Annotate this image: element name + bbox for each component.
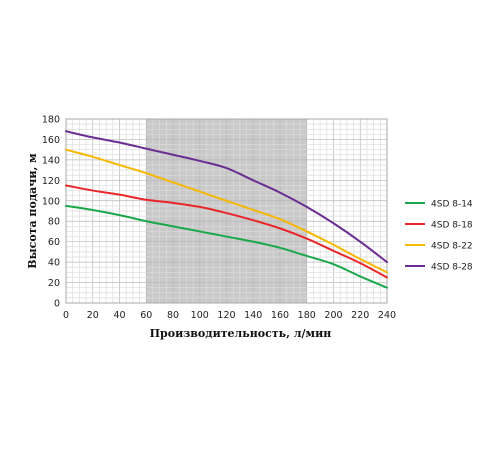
- x-tick-label: 0: [63, 310, 69, 321]
- x-tick-label: 120: [217, 310, 235, 321]
- x-tick-label: 100: [191, 310, 209, 321]
- x-tick-label: 180: [298, 310, 316, 321]
- series-line-4sd-8-22: [65, 148, 388, 274]
- y-tick-label: 120: [42, 176, 60, 187]
- x-tick-label: 20: [87, 310, 99, 321]
- plot-frame: [65, 118, 388, 304]
- y-tick-label: 80: [48, 217, 60, 228]
- x-tick-label: 40: [113, 310, 125, 321]
- legend-label: 4SD 8-14: [431, 200, 473, 210]
- series-line-4sd-8-28: [65, 130, 388, 264]
- series-line-4sd-8-14: [65, 204, 388, 289]
- y-tick-label: 20: [48, 278, 60, 289]
- y-tick-label: 180: [42, 115, 60, 126]
- x-tick-label: 220: [351, 310, 369, 321]
- y-tick-label: 100: [42, 196, 60, 207]
- x-axis-ticks: 0 20 40 60 80 100 120 140 160 180 200 220 240: [63, 310, 396, 321]
- y-tick-label: 60: [48, 237, 60, 248]
- x-tick-label: 160: [271, 310, 289, 321]
- y-axis-ticks: 0 20 40 60 80 100 120 140 160 180: [42, 115, 60, 310]
- x-tick-label: 60: [140, 310, 152, 321]
- x-tick-label: 140: [244, 310, 262, 321]
- series-lines: [65, 130, 388, 289]
- x-tick-label: 240: [378, 310, 396, 321]
- legend-label: 4SD 8-28: [431, 263, 473, 273]
- legend: 4SD 8-14 4SD 8-18 4SD 8-22 4SD 8-28: [405, 200, 473, 273]
- y-tick-label: 160: [42, 135, 60, 146]
- y-tick-label: 140: [42, 155, 60, 166]
- x-axis-title: Производительность, л/мин: [150, 327, 332, 340]
- legend-label: 4SD 8-18: [431, 221, 473, 231]
- grid-lines: [65, 118, 388, 304]
- x-tick-label: 200: [324, 310, 342, 321]
- series-line-4sd-8-18: [65, 184, 388, 279]
- y-tick-label: 40: [48, 258, 60, 269]
- x-tick-label: 80: [167, 310, 179, 321]
- y-tick-label: 0: [54, 299, 60, 310]
- y-axis-title: Высота подачи, м: [26, 153, 39, 269]
- legend-label: 4SD 8-22: [431, 242, 473, 252]
